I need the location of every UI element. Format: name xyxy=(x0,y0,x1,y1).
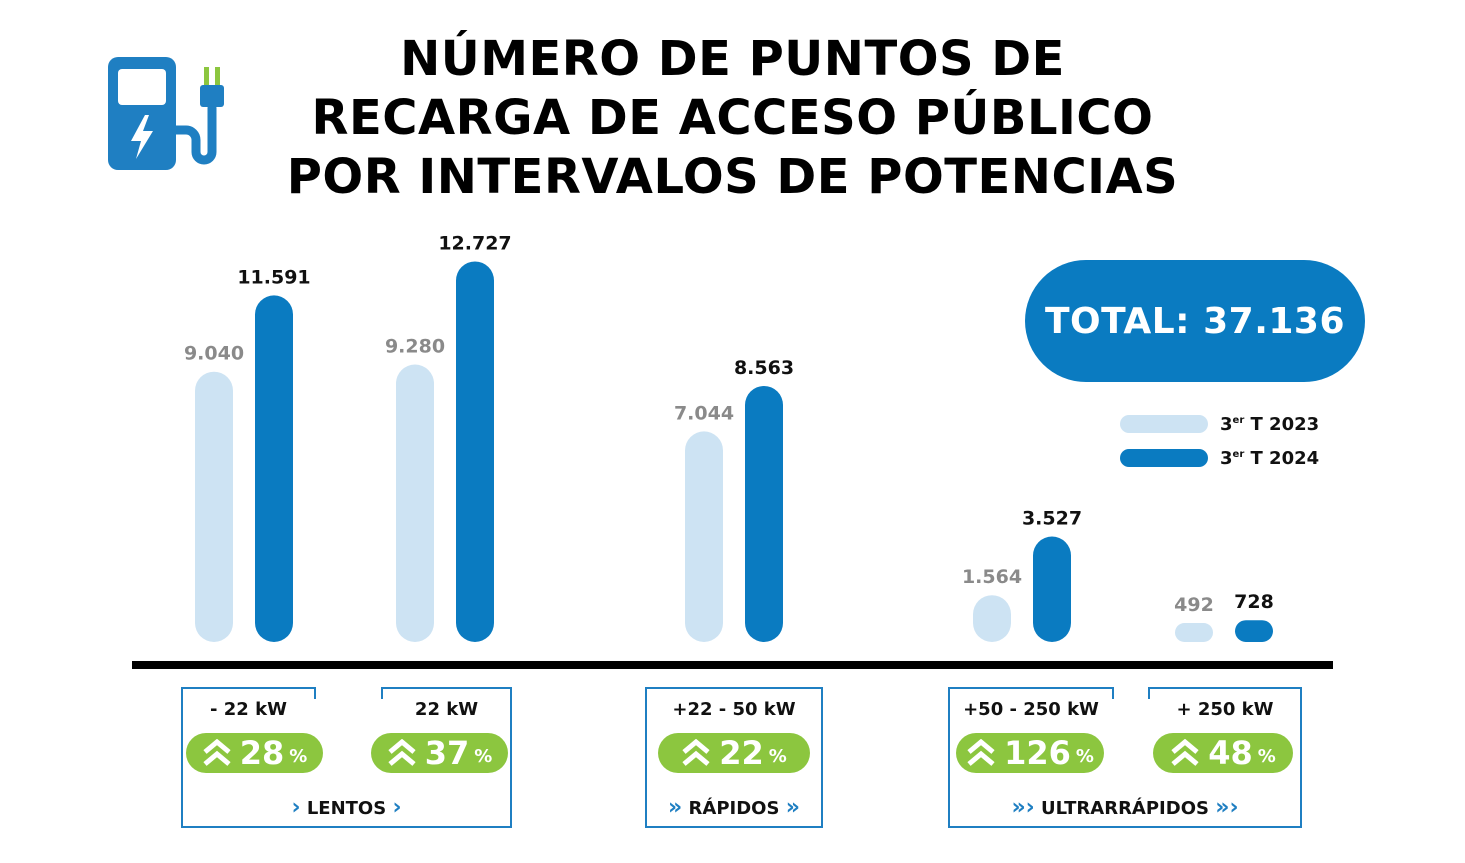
bar-2024 xyxy=(1033,536,1071,642)
double-chevron-up-icon xyxy=(203,739,231,766)
growth-value: 28 xyxy=(239,734,285,772)
title-line-2: RECARGA DE ACCESO PÚBLICO xyxy=(311,90,1154,146)
growth-value: 22 xyxy=(719,734,764,772)
double-chevron-up-icon xyxy=(388,739,416,766)
title-line-3: POR INTERVALOS DE POTENCIAS xyxy=(286,149,1179,205)
legend-swatch-2023 xyxy=(1120,415,1208,433)
group-box-ultrarrapidos xyxy=(948,690,1302,828)
data-label-2023: 9.280 xyxy=(385,336,445,358)
group-box-lentos xyxy=(181,690,512,828)
data-label-2023: 9.040 xyxy=(184,343,244,365)
category-range-label: + 250 kW xyxy=(1176,699,1274,720)
category-range-label: +22 - 50 kW xyxy=(672,699,796,720)
chart-title: NÚMERO DE PUNTOS DE RECARGA DE ACCESO PÚ… xyxy=(250,30,1215,207)
bar-2023 xyxy=(396,364,434,642)
chevron-right-icon: › xyxy=(392,795,402,820)
double-chevron-right-icon: » xyxy=(668,795,683,820)
bar-2024 xyxy=(255,295,293,642)
double-chevron-right-icon: » xyxy=(785,795,800,820)
growth-badge: 37% xyxy=(371,733,508,773)
category-card: - 22 kW xyxy=(181,687,316,787)
card-top-line xyxy=(1148,687,1302,699)
title-line-1: NÚMERO DE PUNTOS DE xyxy=(400,31,1065,87)
bar-2024 xyxy=(1235,620,1273,642)
card-top-line xyxy=(948,687,1114,699)
growth-badge: 126% xyxy=(956,733,1104,773)
total-badge: TOTAL: 37.136 xyxy=(1025,260,1365,382)
data-label-2024: 8.563 xyxy=(734,357,794,379)
bar-2023 xyxy=(195,371,233,642)
category-card: 22 kW xyxy=(381,687,512,787)
card-top-line xyxy=(181,687,316,699)
category-card: + 250 kW xyxy=(1148,687,1302,787)
category-card: +22 - 50 kW xyxy=(645,687,823,787)
data-label-2023: 492 xyxy=(1174,594,1214,616)
legend-item-2024: 3er T 2024 xyxy=(1120,441,1319,475)
data-label-2023: 1.564 xyxy=(962,566,1022,588)
bar-2024 xyxy=(456,261,494,642)
percent-sign: % xyxy=(1075,745,1094,767)
group-label-rapidos: » RÁPIDOS » xyxy=(668,795,800,820)
growth-badge: 22% xyxy=(658,733,810,773)
legend-label-2024: 3er T 2024 xyxy=(1220,447,1320,469)
group-label-lentos: › LENTOS › xyxy=(291,795,402,820)
legend-swatch-2024 xyxy=(1120,449,1208,467)
card-top-line xyxy=(381,687,512,699)
data-label-2024: 3.527 xyxy=(1022,508,1082,530)
legend: 3er T 2023 3er T 2024 xyxy=(1120,407,1319,475)
category-range-label: 22 kW xyxy=(414,699,479,720)
percent-sign: % xyxy=(474,745,493,767)
growth-value: 126 xyxy=(1004,734,1071,772)
group-box-rapidos xyxy=(645,690,823,828)
double-chevron-up-icon xyxy=(682,739,710,766)
growth-badge: 28% xyxy=(186,733,323,773)
legend-label-2023: 3er T 2023 xyxy=(1220,413,1320,435)
card-top-line xyxy=(645,687,823,699)
triple-chevron-right-icon: »› xyxy=(1215,795,1239,820)
category-range-label: - 22 kW xyxy=(210,699,287,720)
ev-charger-icon xyxy=(108,57,224,170)
legend-item-2023: 3er T 2023 xyxy=(1120,407,1319,441)
bar-2024 xyxy=(745,385,783,642)
category-range-label: +50 - 250 kW xyxy=(963,699,1099,720)
bar-2023 xyxy=(685,431,723,642)
growth-value: 37 xyxy=(424,734,470,772)
data-label-2024: 12.727 xyxy=(438,232,511,254)
category-card: +50 - 250 kW xyxy=(948,687,1114,787)
data-label-2023: 7.044 xyxy=(674,402,734,424)
group-label-ultrarrapidos: »› ULTRARRÁPIDOS »› xyxy=(1011,795,1239,820)
bar-2023 xyxy=(973,595,1011,642)
triple-chevron-right-icon: »› xyxy=(1011,795,1035,820)
double-chevron-up-icon xyxy=(1171,739,1199,766)
growth-value: 48 xyxy=(1208,734,1253,772)
double-chevron-up-icon xyxy=(967,739,995,766)
x-axis-baseline xyxy=(132,661,1333,669)
data-label-2024: 728 xyxy=(1234,591,1274,613)
percent-sign: % xyxy=(768,745,787,767)
chevron-right-icon: › xyxy=(291,795,301,820)
bar-2023 xyxy=(1175,623,1213,642)
growth-badge: 48% xyxy=(1153,733,1293,773)
data-label-2024: 11.591 xyxy=(237,266,310,288)
percent-sign: % xyxy=(1257,745,1276,767)
percent-sign: % xyxy=(289,745,308,767)
